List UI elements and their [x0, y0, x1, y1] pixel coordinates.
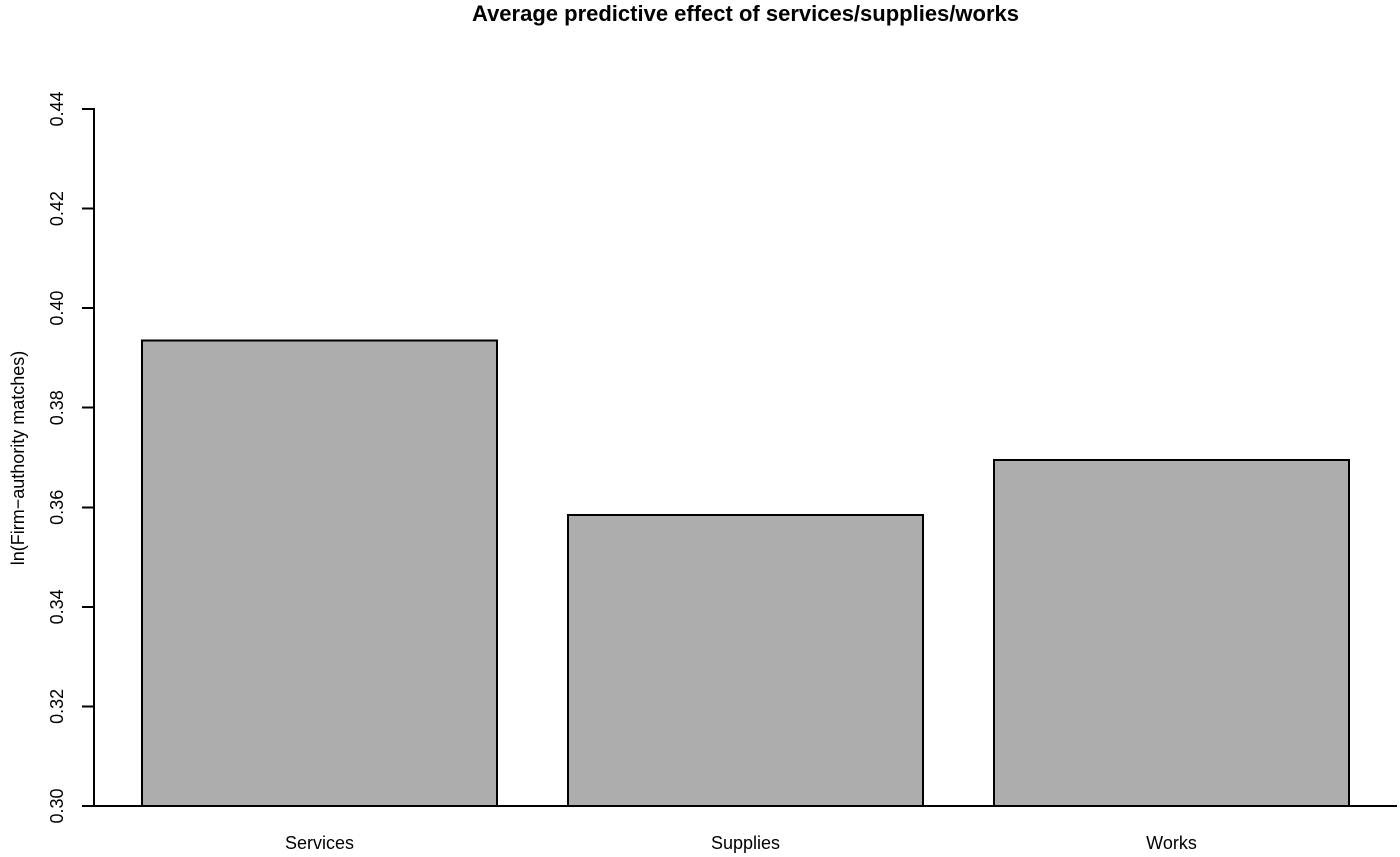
category-label: Works	[1146, 833, 1197, 853]
y-tick-label: 0.36	[47, 490, 67, 525]
category-label: Supplies	[711, 833, 780, 853]
y-tick-label: 0.40	[47, 291, 67, 326]
y-tick-label: 0.32	[47, 689, 67, 724]
y-tick-label: 0.44	[47, 91, 67, 126]
category-label: Services	[285, 833, 354, 853]
chart-layer: Services Supplies Works 0.30 0.32 0.34 0.36 0.3…	[47, 91, 1397, 853]
chart-title: Average predictive effect of services/su…	[472, 1, 1019, 26]
bar-supplies	[567, 513, 924, 807]
y-axis-label: ln(Firm−authority matches)	[8, 351, 28, 566]
y-tick-label: 0.38	[47, 390, 67, 425]
y-tick-label: 0.30	[47, 788, 67, 823]
bar-works	[993, 459, 1350, 807]
bar-services	[141, 339, 498, 807]
y-tick-label: 0.34	[47, 589, 67, 624]
y-tick-label: 0.42	[47, 191, 67, 226]
